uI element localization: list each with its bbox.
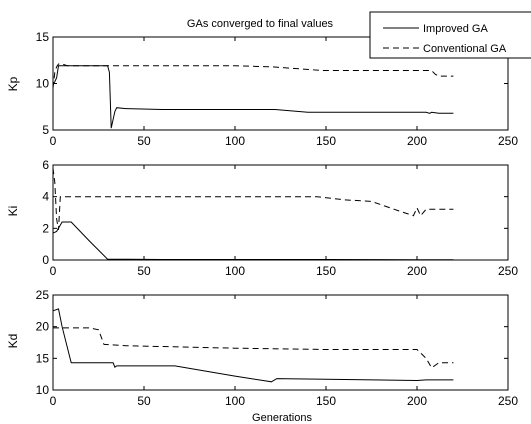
xtick-label-kp: 50 [137,134,151,148]
xtick-label-kp: 200 [407,134,427,148]
series-line-kp-improved [52,65,454,129]
legend-label-improved: Improved GA [423,23,488,35]
xtick-label-kd: 200 [407,394,427,408]
xtick-label-kp: 100 [225,134,245,148]
chart-title: GAs converged to final values [187,18,334,30]
axes-frame-kd [52,294,509,391]
ytick-label-ki: 4 [42,190,49,204]
series-line-ki-improved [52,221,454,261]
legend: Improved GA Conventional GA [369,11,531,59]
xtick-label-kd: 0 [50,394,57,408]
xtick-label-ki: 250 [498,264,518,278]
xtick-label-kp: 250 [498,134,518,148]
series-line-kd-conventional [53,327,454,369]
xtick-label-ki: 50 [137,264,151,278]
legend-box [369,11,531,59]
xtick-label-kd: 150 [316,394,336,408]
xtick-label-kd: 100 [225,394,245,408]
ytick-label-ki: 0 [42,253,49,267]
ytick-label-kp: 10 [36,77,50,91]
xtick-label-kp: 0 [50,134,57,148]
ytick-label-kd: 25 [36,288,50,302]
xtick-label-ki: 150 [316,264,336,278]
axes-frame-ki [52,164,509,261]
xtick-label-ki: 100 [225,264,245,278]
legend-label-conventional: Conventional GA [423,43,507,55]
series-line-ki-conventional [52,168,454,230]
xtick-label-kd: 50 [137,394,151,408]
ylabel-ki: Ki [6,206,20,217]
ylabel-kd: Kd [6,334,20,349]
xtick-label-ki: 200 [407,264,427,278]
ytick-label-kd: 20 [36,320,50,334]
subplot-kd: 0 50 100 150 200 250 10 15 20 25 [36,288,519,408]
series-line-kd-improved [52,308,454,383]
xtick-label-kd: 250 [498,394,518,408]
ytick-label-ki: 2 [42,221,49,235]
xtick-label-ki: 0 [50,264,57,278]
ytick-label-kd: 10 [36,383,50,397]
series-line-kp-conventional [52,63,454,89]
ytick-label-ki: 6 [42,158,49,172]
xlabel-generations: Generations [252,412,312,424]
xtick-label-kp: 150 [316,134,336,148]
subplot-ki: 0 50 100 150 200 250 0 2 4 6 [42,158,518,278]
ylabel-kp: Kp [6,76,20,91]
ytick-label-kp: 15 [36,30,50,44]
ytick-label-kp: 5 [42,123,49,137]
subplot-kp: 0 50 100 150 200 250 5 10 15 [36,30,519,148]
ytick-label-kd: 15 [36,351,50,365]
